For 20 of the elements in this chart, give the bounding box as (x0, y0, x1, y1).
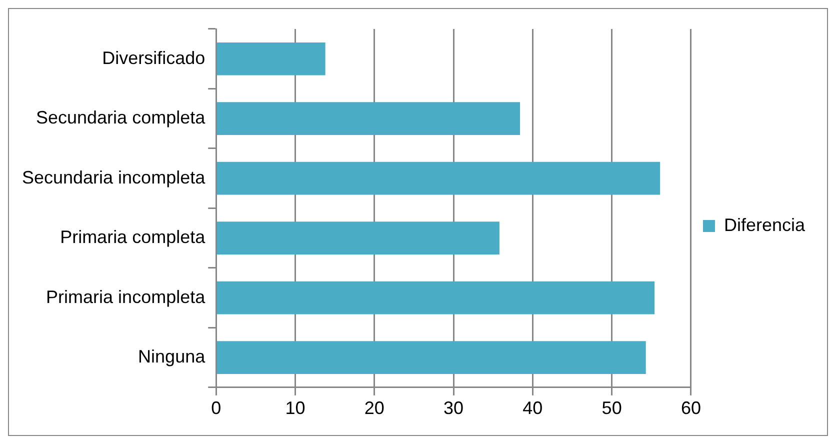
y-tick-label: Primaria completa (60, 227, 206, 248)
bar (216, 162, 660, 195)
x-tick-label: 50 (602, 398, 622, 418)
y-tick-label: Ninguna (138, 346, 206, 366)
x-tick-label: 30 (444, 398, 464, 418)
bar (216, 222, 500, 254)
bar (216, 42, 326, 76)
bar (216, 341, 646, 374)
bar (216, 281, 655, 314)
x-tick-label: 10 (285, 398, 306, 418)
y-tick-label: Secundaria completa (36, 108, 206, 128)
bar (216, 102, 520, 136)
y-tick-label: Primaria incompleta (46, 286, 206, 307)
legend-label: Diferencia (724, 214, 806, 235)
x-tick-label: 60 (680, 398, 701, 418)
y-tick-label: Secundaria incompleta (22, 167, 206, 188)
x-tick-label: 40 (522, 398, 543, 418)
y-tick-label: Diversificado (102, 48, 206, 68)
x-tick-label: 0 (211, 398, 222, 418)
x-tick-label: 20 (364, 398, 384, 418)
